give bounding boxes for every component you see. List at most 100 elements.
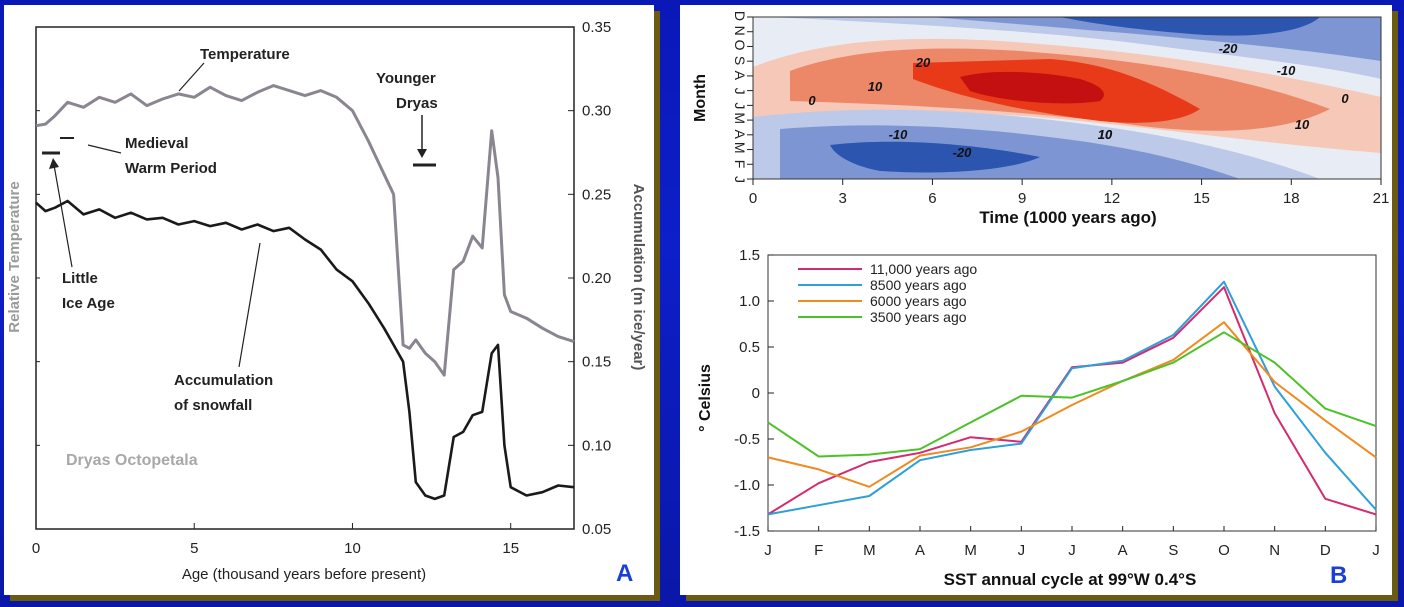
- heatmap-x-tick-label: 6: [928, 190, 936, 207]
- heatmap-contour-label: -20: [1219, 41, 1239, 56]
- line-chart-x-label: SST annual cycle at 99°W 0.4°S: [944, 570, 1197, 589]
- heatmap-contour-label: 0: [808, 93, 816, 108]
- heatmap-contour-label: -20: [953, 145, 973, 160]
- annotation-little-ice-1: Little: [62, 270, 98, 287]
- accumulation-temperature-chart: 0 5 10 15 0.35 0.30 0.25 0.20 0.15 0.10 0.05 Age …: [6, 19, 647, 587]
- heatmap-month-tick-label: O: [732, 40, 748, 51]
- heatmap-month-tick-label: J: [732, 102, 748, 109]
- panel-b-letter: B: [1330, 562, 1347, 589]
- x-tick-label-a: 10: [344, 540, 361, 557]
- heatmap-contours: [753, 17, 1381, 179]
- annotation-accumulation-arrow: [238, 242, 261, 368]
- heatmap-frame: [752, 16, 1382, 180]
- line-chart-x-tick-label: O: [1218, 542, 1230, 559]
- heatmap-month-tick-label: A: [732, 71, 748, 81]
- line-chart-x-tick-label: J: [764, 542, 772, 559]
- annotation-medieval-2: Warm Period: [125, 160, 217, 177]
- line-chart-y-tick-label: 1.5: [739, 247, 760, 264]
- heatmap-x-tick-label: 0: [749, 190, 757, 207]
- temperature-series-line: [35, 84, 575, 377]
- heatmap-month-tick-label: D: [732, 11, 748, 21]
- line-chart-y-tick-label: 0: [752, 385, 760, 402]
- heatmap-x-tick-label: 18: [1283, 190, 1300, 207]
- line-chart-y-tick-label: -0.5: [734, 431, 760, 448]
- heatmap-x-tick-label: 12: [1104, 190, 1121, 207]
- heatmap-contour-label: 10: [868, 79, 883, 94]
- heatmap-contour-label: -10: [1277, 63, 1297, 78]
- heatmap-contour-label: 0: [1341, 91, 1349, 106]
- heatmap-x-tick-label: 3: [839, 190, 847, 207]
- x-tick-label-a: 0: [32, 540, 40, 557]
- heatmap-x-tick-label: 9: [1018, 190, 1026, 207]
- legend-entry-label: 8500 years ago: [870, 277, 967, 293]
- line-chart-x-tick-label: S: [1168, 542, 1178, 559]
- heatmap-month-tick-label: M: [732, 142, 748, 154]
- heatmap-month-tick-label: F: [732, 160, 748, 169]
- line-chart-y-tick-label: 0.5: [739, 339, 760, 356]
- line-chart-x-tick-label: J: [1018, 542, 1026, 559]
- line-chart-y-tick-label: 1.0: [739, 293, 760, 310]
- heatmap-x-label: Time (1000 years ago): [979, 208, 1156, 227]
- annotation-younger-dryas-arrowhead: [417, 149, 427, 158]
- line-chart-x-tick-label: J: [1068, 542, 1076, 559]
- annotation-medieval-arrow: [87, 144, 122, 154]
- y-tick-labels-right-a: 0.35 0.30 0.25 0.20 0.15 0.10 0.05: [36, 19, 611, 538]
- negative-band-bottom-dark: [830, 141, 1040, 173]
- annotation-accumulation-2: of snowfall: [174, 397, 252, 414]
- line-chart-series-line: [767, 331, 1377, 458]
- negative-band-top-dark: [1060, 17, 1320, 36]
- positive-band-core: [960, 71, 1104, 104]
- x-axis-label-a: Age (thousand years before present): [182, 566, 426, 583]
- annotation-little-ice-2: Ice Age: [62, 295, 115, 312]
- heatmap-x-tick-label: 21: [1373, 190, 1390, 207]
- panel-a: 0 5 10 15 0.35 0.30 0.25 0.20 0.15 0.10 0.05 Age …: [4, 5, 654, 595]
- y-tick-label-right-a: 0.35: [582, 19, 611, 36]
- heatmap-contour-label: 20: [915, 55, 931, 70]
- line-chart-x-tick-label: A: [915, 542, 925, 559]
- heatmap-contour-label: 10: [1098, 127, 1113, 142]
- line-chart-series-line: [767, 321, 1377, 488]
- annotation-temperature-arrow: [178, 62, 205, 92]
- line-chart-series-line: [767, 280, 1377, 516]
- heatmap-month-tick-label: J: [732, 176, 748, 183]
- line-chart-x-tick-label: D: [1320, 542, 1331, 559]
- annotation-accumulation-1: Accumulation: [174, 372, 273, 389]
- heatmap-month-tick-label: M: [732, 112, 748, 124]
- heatmap-month-tick-label: S: [732, 56, 748, 65]
- dryas-octopetala-watermark: Dryas Octopetala: [66, 452, 198, 469]
- line-chart-y-ticks: 1.5 1.0 0.5 0 -0.5 -1.0 -1.5: [734, 247, 774, 540]
- panel-a-letter: A: [616, 560, 633, 587]
- y-tick-label-right-a: 0.20: [582, 270, 611, 287]
- x-tick-label-a: 5: [190, 540, 198, 557]
- x-tick-labels-a: 0 5 10 15: [32, 523, 519, 557]
- line-chart-y-tick-label: -1.5: [734, 523, 760, 540]
- legend-entry-label: 3500 years ago: [870, 309, 967, 325]
- annotation-younger-dryas-1: Younger: [376, 70, 436, 87]
- legend-entry-label: 11,000 years ago: [870, 261, 977, 277]
- x-tick-label-a: 15: [502, 540, 519, 557]
- heatmap-contour-label: 10: [1295, 117, 1310, 132]
- y-tick-label-right-a: 0.30: [582, 103, 611, 120]
- line-chart-x-tick-label: F: [814, 542, 823, 559]
- line-chart-y-tick-label: -1.0: [734, 477, 760, 494]
- legend-entry-label: 6000 years ago: [870, 293, 967, 309]
- line-chart-x-tick-label: A: [1118, 542, 1128, 559]
- heatmap-month-tick-label: J: [732, 88, 748, 95]
- line-chart-x-tick-label: M: [863, 542, 876, 559]
- line-chart-y-label: ° Celsius: [697, 364, 714, 432]
- line-chart-x-tick-label: N: [1269, 542, 1280, 559]
- annotation-little-ice-arrow: [53, 164, 73, 268]
- y-axis-label-left-a: Relative Temperature: [6, 181, 23, 332]
- line-chart-x-tick-label: M: [964, 542, 977, 559]
- annotation-younger-dryas-2: Dryas: [396, 95, 438, 112]
- heatmap-month-tick-label: A: [732, 129, 748, 139]
- heatmap-x-ticks: 0 3 6 9 12 15 18 21: [749, 179, 1390, 207]
- accumulation-series-line: [35, 199, 575, 501]
- annotation-temperature: Temperature: [200, 46, 290, 63]
- line-chart-series: [767, 280, 1377, 516]
